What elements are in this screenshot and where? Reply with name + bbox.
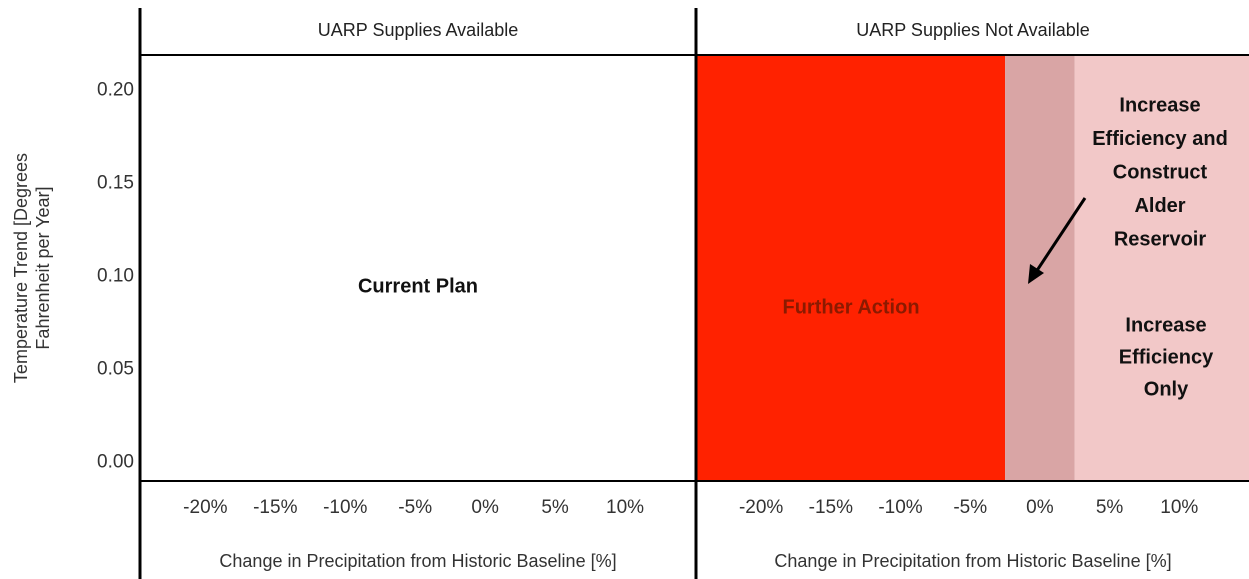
x-tick-label: -15%	[809, 497, 853, 518]
region-label: Increase	[1119, 94, 1200, 116]
x-axis-title: Change in Precipitation from Historic Ba…	[774, 551, 1171, 571]
x-tick-label: -15%	[253, 497, 297, 518]
y-tick-label: 0.10	[97, 265, 134, 286]
x-tick-label: 0%	[1026, 497, 1054, 518]
region-label: Efficiency	[1119, 346, 1214, 368]
y-tick-label: 0.20	[97, 79, 134, 100]
x-tick-label: -20%	[739, 497, 783, 518]
x-tick-label: -10%	[878, 497, 922, 518]
region	[141, 55, 695, 481]
x-tick-label: 0%	[471, 497, 499, 518]
region-label: Increase	[1125, 314, 1206, 336]
region-label: Construct	[1113, 161, 1208, 183]
y-axis-title: Temperature Trend [Degrees	[11, 153, 31, 383]
region	[697, 55, 1006, 481]
region-label: Efficiency and	[1092, 128, 1228, 150]
x-tick-label: 10%	[606, 497, 644, 518]
x-tick-label: -20%	[183, 497, 227, 518]
panel-title: UARP Supplies Available	[318, 20, 518, 40]
x-tick-label: -10%	[323, 497, 367, 518]
region-label: Further Action	[783, 296, 920, 318]
annotation-arrow	[1028, 197, 1087, 284]
region-label: Reservoir	[1114, 228, 1206, 250]
y-axis-title: Fahrenheit per Year]	[33, 186, 53, 349]
plot-regions	[141, 55, 1249, 481]
region-label: Current Plan	[358, 275, 478, 297]
x-axis-title: Change in Precipitation from Historic Ba…	[219, 551, 616, 571]
panel-title: UARP Supplies Not Available	[856, 20, 1089, 40]
x-tick-label: 10%	[1160, 497, 1198, 518]
x-tick-label: -5%	[953, 497, 987, 518]
y-tick-label: 0.05	[97, 358, 134, 379]
y-tick-label: 0.00	[97, 451, 134, 472]
region-label: Only	[1144, 378, 1189, 400]
x-tick-label: 5%	[1096, 497, 1124, 518]
region-label: Alder	[1134, 195, 1185, 217]
region	[1074, 55, 1249, 481]
x-tick-label: 5%	[541, 497, 569, 518]
y-tick-label: 0.15	[97, 172, 134, 193]
x-tick-label: -5%	[398, 497, 432, 518]
